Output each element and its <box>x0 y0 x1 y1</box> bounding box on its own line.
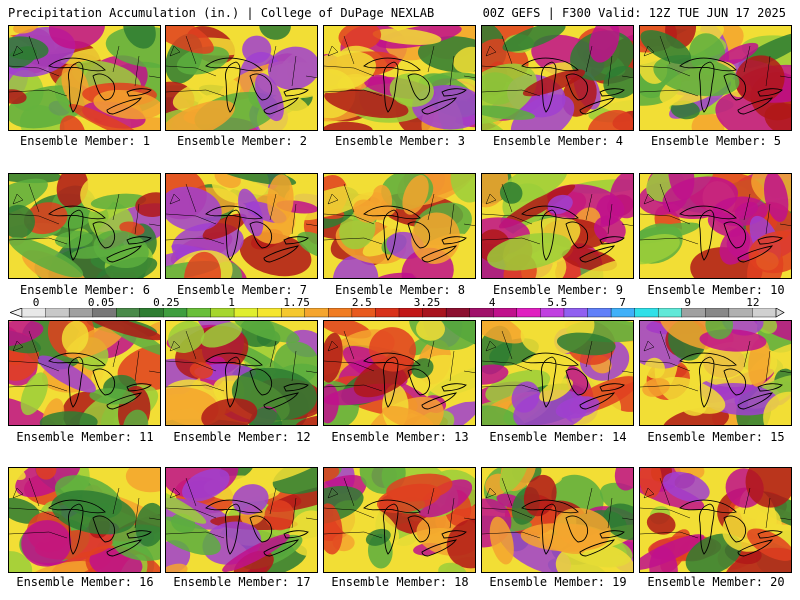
ensemble-member-map <box>481 320 634 426</box>
ensemble-member-map <box>323 320 476 426</box>
colorbar-tick-label: 7 <box>619 296 626 309</box>
ensemble-member-map <box>639 25 792 131</box>
colorbar-tick-label: 2.5 <box>351 296 372 309</box>
precip-map <box>9 321 160 425</box>
ensemble-member-map <box>8 173 161 279</box>
colorbar-tick-label: 5.5 <box>547 296 568 309</box>
ensemble-member-map <box>8 467 161 573</box>
colorbar-tick-label: 1 <box>228 296 235 309</box>
ensemble-member-map <box>165 173 318 279</box>
ensemble-member-map <box>323 25 476 131</box>
ensemble-member-map <box>165 467 318 573</box>
ensemble-member-map <box>165 320 318 426</box>
ensemble-member-label: Ensemble Member: 15 <box>647 430 785 444</box>
precip-map <box>166 26 317 130</box>
precip-map <box>166 174 317 278</box>
ensemble-member-label: Ensemble Member: 16 <box>16 575 154 589</box>
ensemble-member-map <box>639 467 792 573</box>
ensemble-member-label: Ensemble Member: 5 <box>650 134 782 148</box>
precip-map <box>166 321 317 425</box>
ensemble-member-label: Ensemble Member: 10 <box>647 283 785 297</box>
colorbar-tick-label: 9 <box>684 296 692 309</box>
precip-map <box>482 468 633 572</box>
ensemble-member-label: Ensemble Member: 11 <box>16 430 154 444</box>
precip-colorbar: 0 0.05 0.25 1 1.75 2.5 3.25 4 5.5 7 9 12 <box>10 296 790 322</box>
ensemble-member-map <box>481 173 634 279</box>
precip-map <box>640 468 791 572</box>
precip-map <box>482 174 633 278</box>
precip-map <box>166 468 317 572</box>
precip-map <box>324 468 475 572</box>
ensemble-member-label: Ensemble Member: 17 <box>173 575 311 589</box>
precip-map <box>9 174 160 278</box>
ensemble-member-map <box>8 25 161 131</box>
colorbar-tick-label: 0 <box>32 296 40 309</box>
ensemble-member-label: Ensemble Member: 9 <box>492 283 624 297</box>
ensemble-member-label: Ensemble Member: 14 <box>489 430 627 444</box>
ensemble-member-label: Ensemble Member: 8 <box>334 283 466 297</box>
ensemble-member-label: Ensemble Member: 3 <box>334 134 466 148</box>
ensemble-member-label: Ensemble Member: 18 <box>331 575 469 589</box>
ensemble-member-label: Ensemble Member: 12 <box>173 430 311 444</box>
precip-map <box>640 26 791 130</box>
ensemble-member-map <box>639 320 792 426</box>
colorbar-tick-label: 1.75 <box>283 296 310 309</box>
precip-map <box>640 321 791 425</box>
ensemble-member-label: Ensemble Member: 2 <box>176 134 308 148</box>
precip-map <box>324 174 475 278</box>
ensemble-member-label: Ensemble Member: 19 <box>489 575 627 589</box>
precip-map <box>324 26 475 130</box>
precip-map <box>482 26 633 130</box>
ensemble-member-map <box>481 467 634 573</box>
ensemble-member-label: Ensemble Member: 13 <box>331 430 469 444</box>
ensemble-member-map <box>639 173 792 279</box>
ensemble-member-label: Ensemble Member: 20 <box>647 575 785 589</box>
ensemble-member-label: Ensemble Member: 4 <box>492 134 624 148</box>
ensemble-member-map <box>323 173 476 279</box>
ensemble-member-label: Ensemble Member: 6 <box>19 283 151 297</box>
ensemble-member-label: Ensemble Member: 1 <box>19 134 151 148</box>
ensemble-member-map <box>323 467 476 573</box>
map-title: Precipitation Accumulation (in.) | Colle… <box>8 6 435 20</box>
precip-map <box>640 174 791 278</box>
colorbar-bar <box>10 308 785 318</box>
precip-map <box>482 321 633 425</box>
ensemble-member-label: Ensemble Member: 7 <box>176 283 308 297</box>
ensemble-member-map <box>165 25 318 131</box>
ensemble-member-map <box>8 320 161 426</box>
colorbar-tick-label: 3.25 <box>413 296 441 309</box>
ensemble-member-map <box>481 25 634 131</box>
precip-map <box>9 468 160 572</box>
colorbar-tick-label: 12 <box>746 296 760 309</box>
precip-map <box>9 26 160 130</box>
colorbar-tick-label: 4 <box>488 296 496 309</box>
precip-map <box>324 321 475 425</box>
colorbar-tick-label: 0.05 <box>87 296 115 309</box>
valid-time-label: 00Z GEFS | F300 Valid: 12Z TUE JUN 17 20… <box>482 6 786 20</box>
colorbar-tick-label: 0.25 <box>153 296 180 309</box>
